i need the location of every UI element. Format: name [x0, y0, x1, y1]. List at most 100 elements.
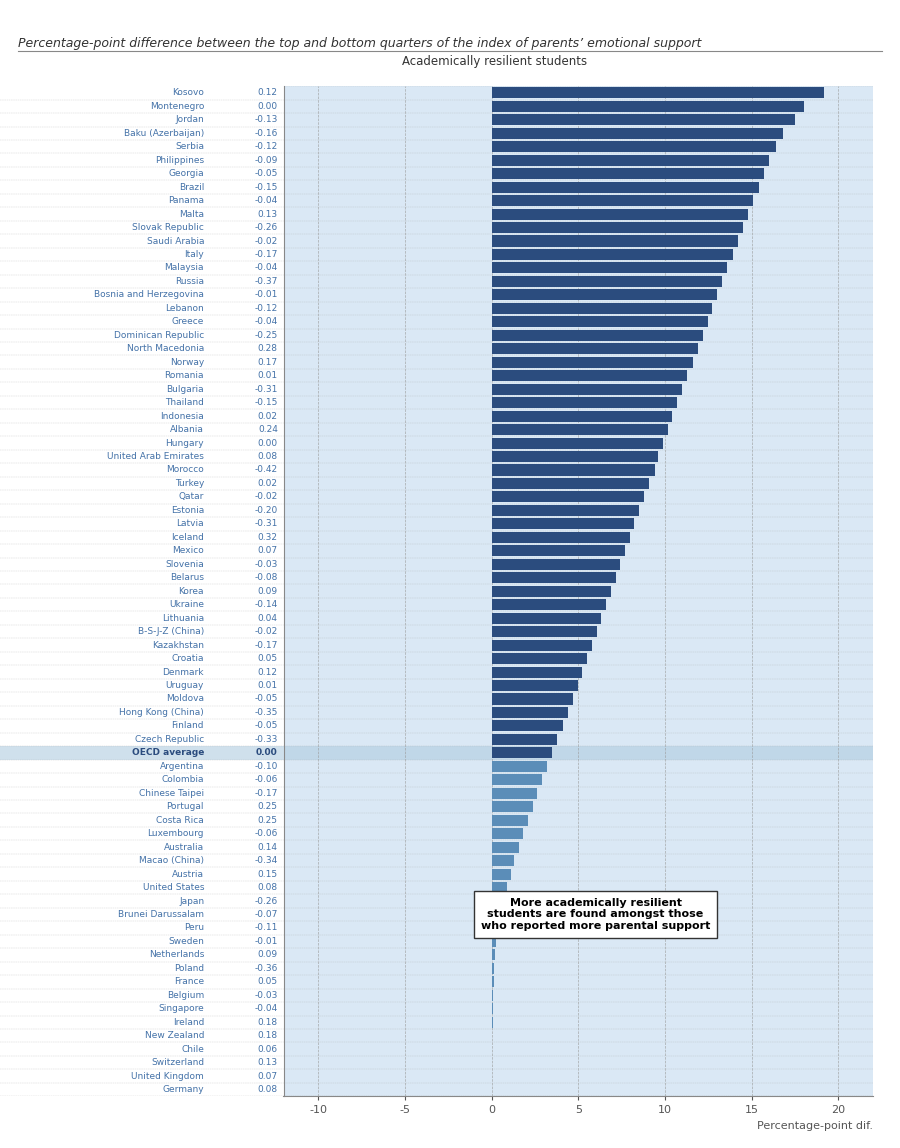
Text: Iceland: Iceland — [171, 533, 204, 542]
Text: Hungary: Hungary — [166, 439, 204, 448]
Text: Portugal: Portugal — [166, 802, 204, 812]
Text: United Arab Emirates: United Arab Emirates — [107, 452, 204, 461]
Bar — [491, 343, 698, 355]
Text: -0.35: -0.35 — [255, 708, 278, 718]
Bar — [491, 397, 677, 409]
Text: Jordan: Jordan — [176, 115, 204, 124]
Text: Greece: Greece — [172, 317, 204, 326]
X-axis label: Percentage-point dif.: Percentage-point dif. — [757, 1120, 873, 1131]
Text: 0.14: 0.14 — [257, 843, 278, 852]
Text: 0.09: 0.09 — [257, 951, 278, 960]
Text: -0.42: -0.42 — [255, 465, 278, 474]
Bar — [491, 329, 703, 341]
Bar — [491, 155, 769, 165]
Bar — [491, 465, 654, 475]
Bar — [491, 249, 733, 259]
Text: 0.13: 0.13 — [257, 1058, 278, 1068]
Text: -0.05: -0.05 — [255, 169, 278, 178]
Text: -0.17: -0.17 — [255, 789, 278, 798]
Text: 0.12: 0.12 — [257, 667, 278, 676]
Text: 0.25: 0.25 — [257, 802, 278, 812]
Text: Peru: Peru — [184, 923, 204, 932]
Text: Luxembourg: Luxembourg — [148, 829, 204, 838]
Text: 0.07: 0.07 — [257, 1071, 278, 1080]
Text: 0.13: 0.13 — [257, 210, 278, 218]
Text: -0.05: -0.05 — [255, 695, 278, 704]
Bar — [491, 127, 783, 139]
Bar — [491, 599, 606, 611]
Text: Finland: Finland — [172, 721, 204, 730]
Bar — [491, 289, 717, 301]
Text: Saudi Arabia: Saudi Arabia — [147, 236, 204, 246]
Text: Singapore: Singapore — [158, 1004, 204, 1014]
Text: Bulgaria: Bulgaria — [166, 385, 204, 394]
Text: Macao (China): Macao (China) — [140, 856, 204, 866]
Bar — [491, 855, 514, 866]
Text: 0.01: 0.01 — [257, 681, 278, 690]
Text: -0.02: -0.02 — [255, 236, 278, 246]
Bar — [491, 963, 494, 974]
Bar — [491, 923, 498, 933]
Text: -0.05: -0.05 — [255, 721, 278, 730]
Text: Uruguay: Uruguay — [166, 681, 204, 690]
Bar — [491, 222, 743, 233]
Text: Qatar: Qatar — [179, 492, 204, 502]
Text: Dominican Republic: Dominican Republic — [114, 331, 204, 340]
Text: 0.15: 0.15 — [257, 869, 278, 878]
Bar — [491, 572, 616, 583]
Bar — [491, 491, 644, 503]
Text: -0.37: -0.37 — [255, 277, 278, 286]
Bar — [491, 909, 500, 920]
Bar — [491, 747, 553, 759]
Bar — [491, 437, 663, 449]
Text: Poland: Poland — [174, 964, 204, 972]
Text: -0.06: -0.06 — [255, 829, 278, 838]
Bar — [491, 990, 493, 1001]
Text: Netherlands: Netherlands — [148, 951, 204, 960]
Bar — [491, 532, 630, 543]
Text: Panama: Panama — [168, 196, 204, 205]
Text: Lithuania: Lithuania — [162, 614, 204, 622]
Bar — [491, 828, 523, 839]
Bar — [491, 1017, 492, 1027]
Text: Colombia: Colombia — [162, 775, 204, 784]
Text: New Zealand: New Zealand — [145, 1031, 204, 1040]
Text: Costa Rica: Costa Rica — [157, 816, 204, 824]
Text: -0.11: -0.11 — [255, 923, 278, 932]
Text: -0.17: -0.17 — [255, 250, 278, 259]
Text: Sweden: Sweden — [168, 937, 204, 946]
Bar — [491, 667, 581, 677]
Text: Australia: Australia — [164, 843, 204, 852]
Text: 0.00: 0.00 — [256, 748, 278, 758]
Text: Czech Republic: Czech Republic — [135, 735, 204, 744]
Text: Serbia: Serbia — [176, 142, 204, 152]
Text: Albania: Albania — [170, 425, 204, 434]
Text: -0.12: -0.12 — [255, 304, 278, 313]
Text: 0.18: 0.18 — [257, 1031, 278, 1040]
Text: Croatia: Croatia — [172, 654, 204, 664]
Text: Belgium: Belgium — [166, 991, 204, 1000]
Text: -0.20: -0.20 — [255, 506, 278, 515]
Text: Italy: Italy — [184, 250, 204, 259]
Text: North Macedonia: North Macedonia — [127, 344, 204, 354]
Bar — [491, 505, 639, 515]
Text: 0.07: 0.07 — [257, 546, 278, 556]
Text: -0.36: -0.36 — [255, 964, 278, 972]
Bar — [491, 1003, 493, 1015]
Text: -0.02: -0.02 — [255, 492, 278, 502]
Bar — [491, 424, 669, 435]
Text: 0.00: 0.00 — [257, 439, 278, 448]
Bar — [491, 653, 587, 664]
Text: France: France — [174, 977, 204, 986]
Text: Moldova: Moldova — [166, 695, 204, 704]
Text: 0.06: 0.06 — [257, 1045, 278, 1054]
Text: 0.08: 0.08 — [257, 1085, 278, 1094]
Text: B-S-J-Z (China): B-S-J-Z (China) — [138, 627, 204, 636]
Bar — [491, 680, 578, 691]
Text: Kosovo: Kosovo — [172, 88, 204, 98]
Text: Argentina: Argentina — [159, 762, 204, 770]
Bar — [491, 195, 753, 207]
Bar — [491, 761, 547, 771]
Bar — [491, 370, 688, 381]
Text: -0.03: -0.03 — [255, 560, 278, 568]
